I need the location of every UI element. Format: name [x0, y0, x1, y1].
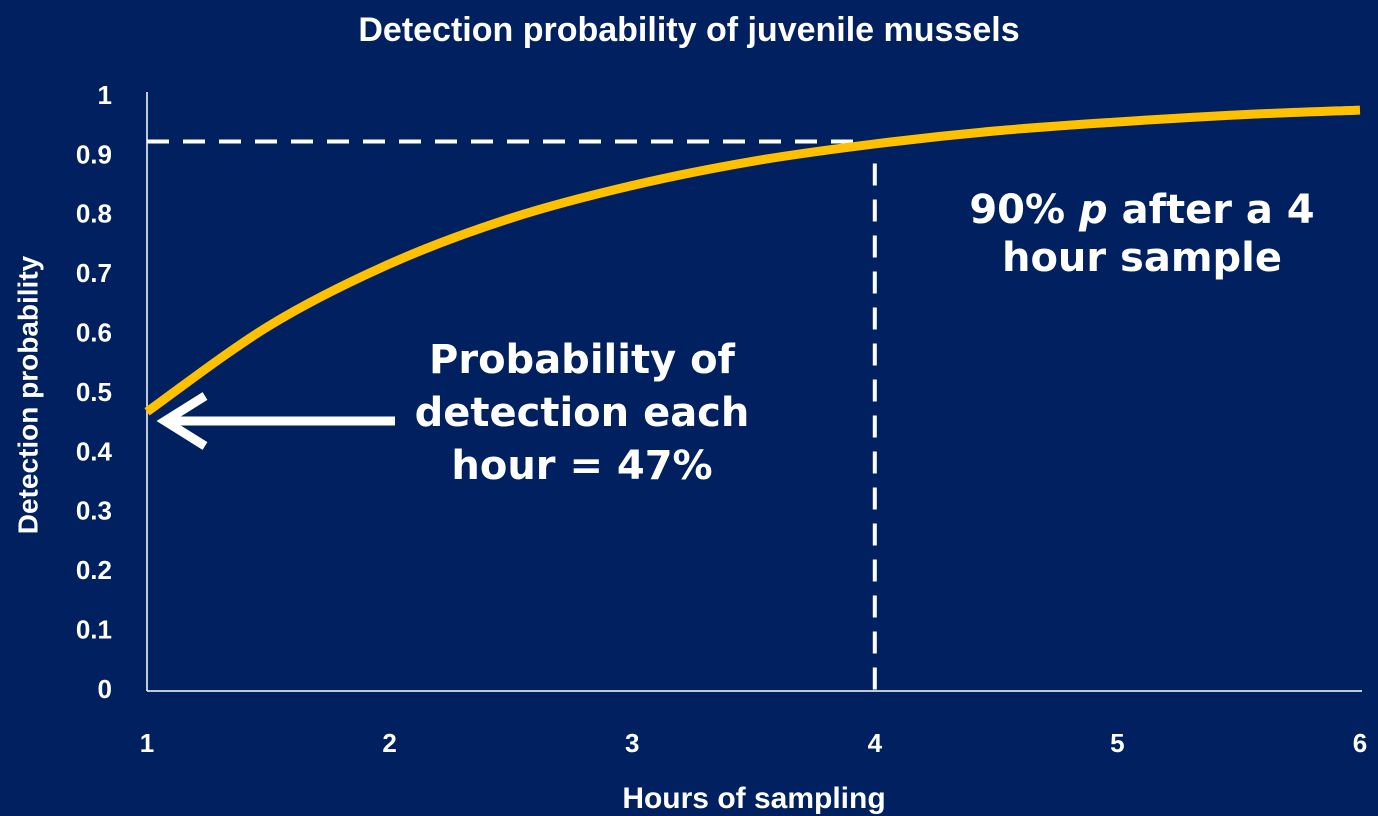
y-tick-label: 0.5	[76, 377, 112, 407]
y-axis-title: Detection probability	[12, 255, 43, 534]
annotation-right: 90% p after a 4	[969, 187, 1314, 233]
x-tick-label: 4	[868, 728, 883, 758]
y-tick-label: 0.6	[76, 317, 112, 347]
x-tick-label: 2	[382, 728, 396, 758]
annotation-left: Probability of	[429, 337, 736, 383]
x-tick-label: 5	[1110, 728, 1124, 758]
annotation-part: 90%	[969, 187, 1079, 233]
y-tick-label: 0.2	[76, 555, 112, 585]
y-tick-label: 0.8	[76, 199, 112, 229]
chart-title: Detection probability of juvenile mussel…	[358, 11, 1019, 49]
annotation-left: hour = 47%	[451, 443, 712, 489]
x-tick-label: 1	[140, 728, 154, 758]
y-tick-label: 1	[98, 80, 112, 110]
x-tick-label: 6	[1353, 728, 1367, 758]
x-tick-label: 3	[625, 728, 639, 758]
annotation-right: hour sample	[1002, 235, 1282, 281]
annotation-part: after a 4	[1108, 187, 1315, 233]
y-tick-label: 0.1	[76, 614, 112, 644]
y-tick-label: 0.3	[76, 496, 112, 526]
annotation-left: detection each	[415, 390, 750, 436]
x-axis-title: Hours of sampling	[622, 782, 885, 815]
annotation-part: p	[1078, 187, 1108, 233]
data-line	[144, 105, 1361, 416]
y-tick-label: 0.7	[76, 258, 112, 288]
y-tick-label: 0.4	[76, 436, 113, 466]
y-tick-label: 0.9	[76, 139, 112, 169]
y-tick-label: 0	[98, 674, 112, 704]
arrow	[156, 392, 395, 450]
